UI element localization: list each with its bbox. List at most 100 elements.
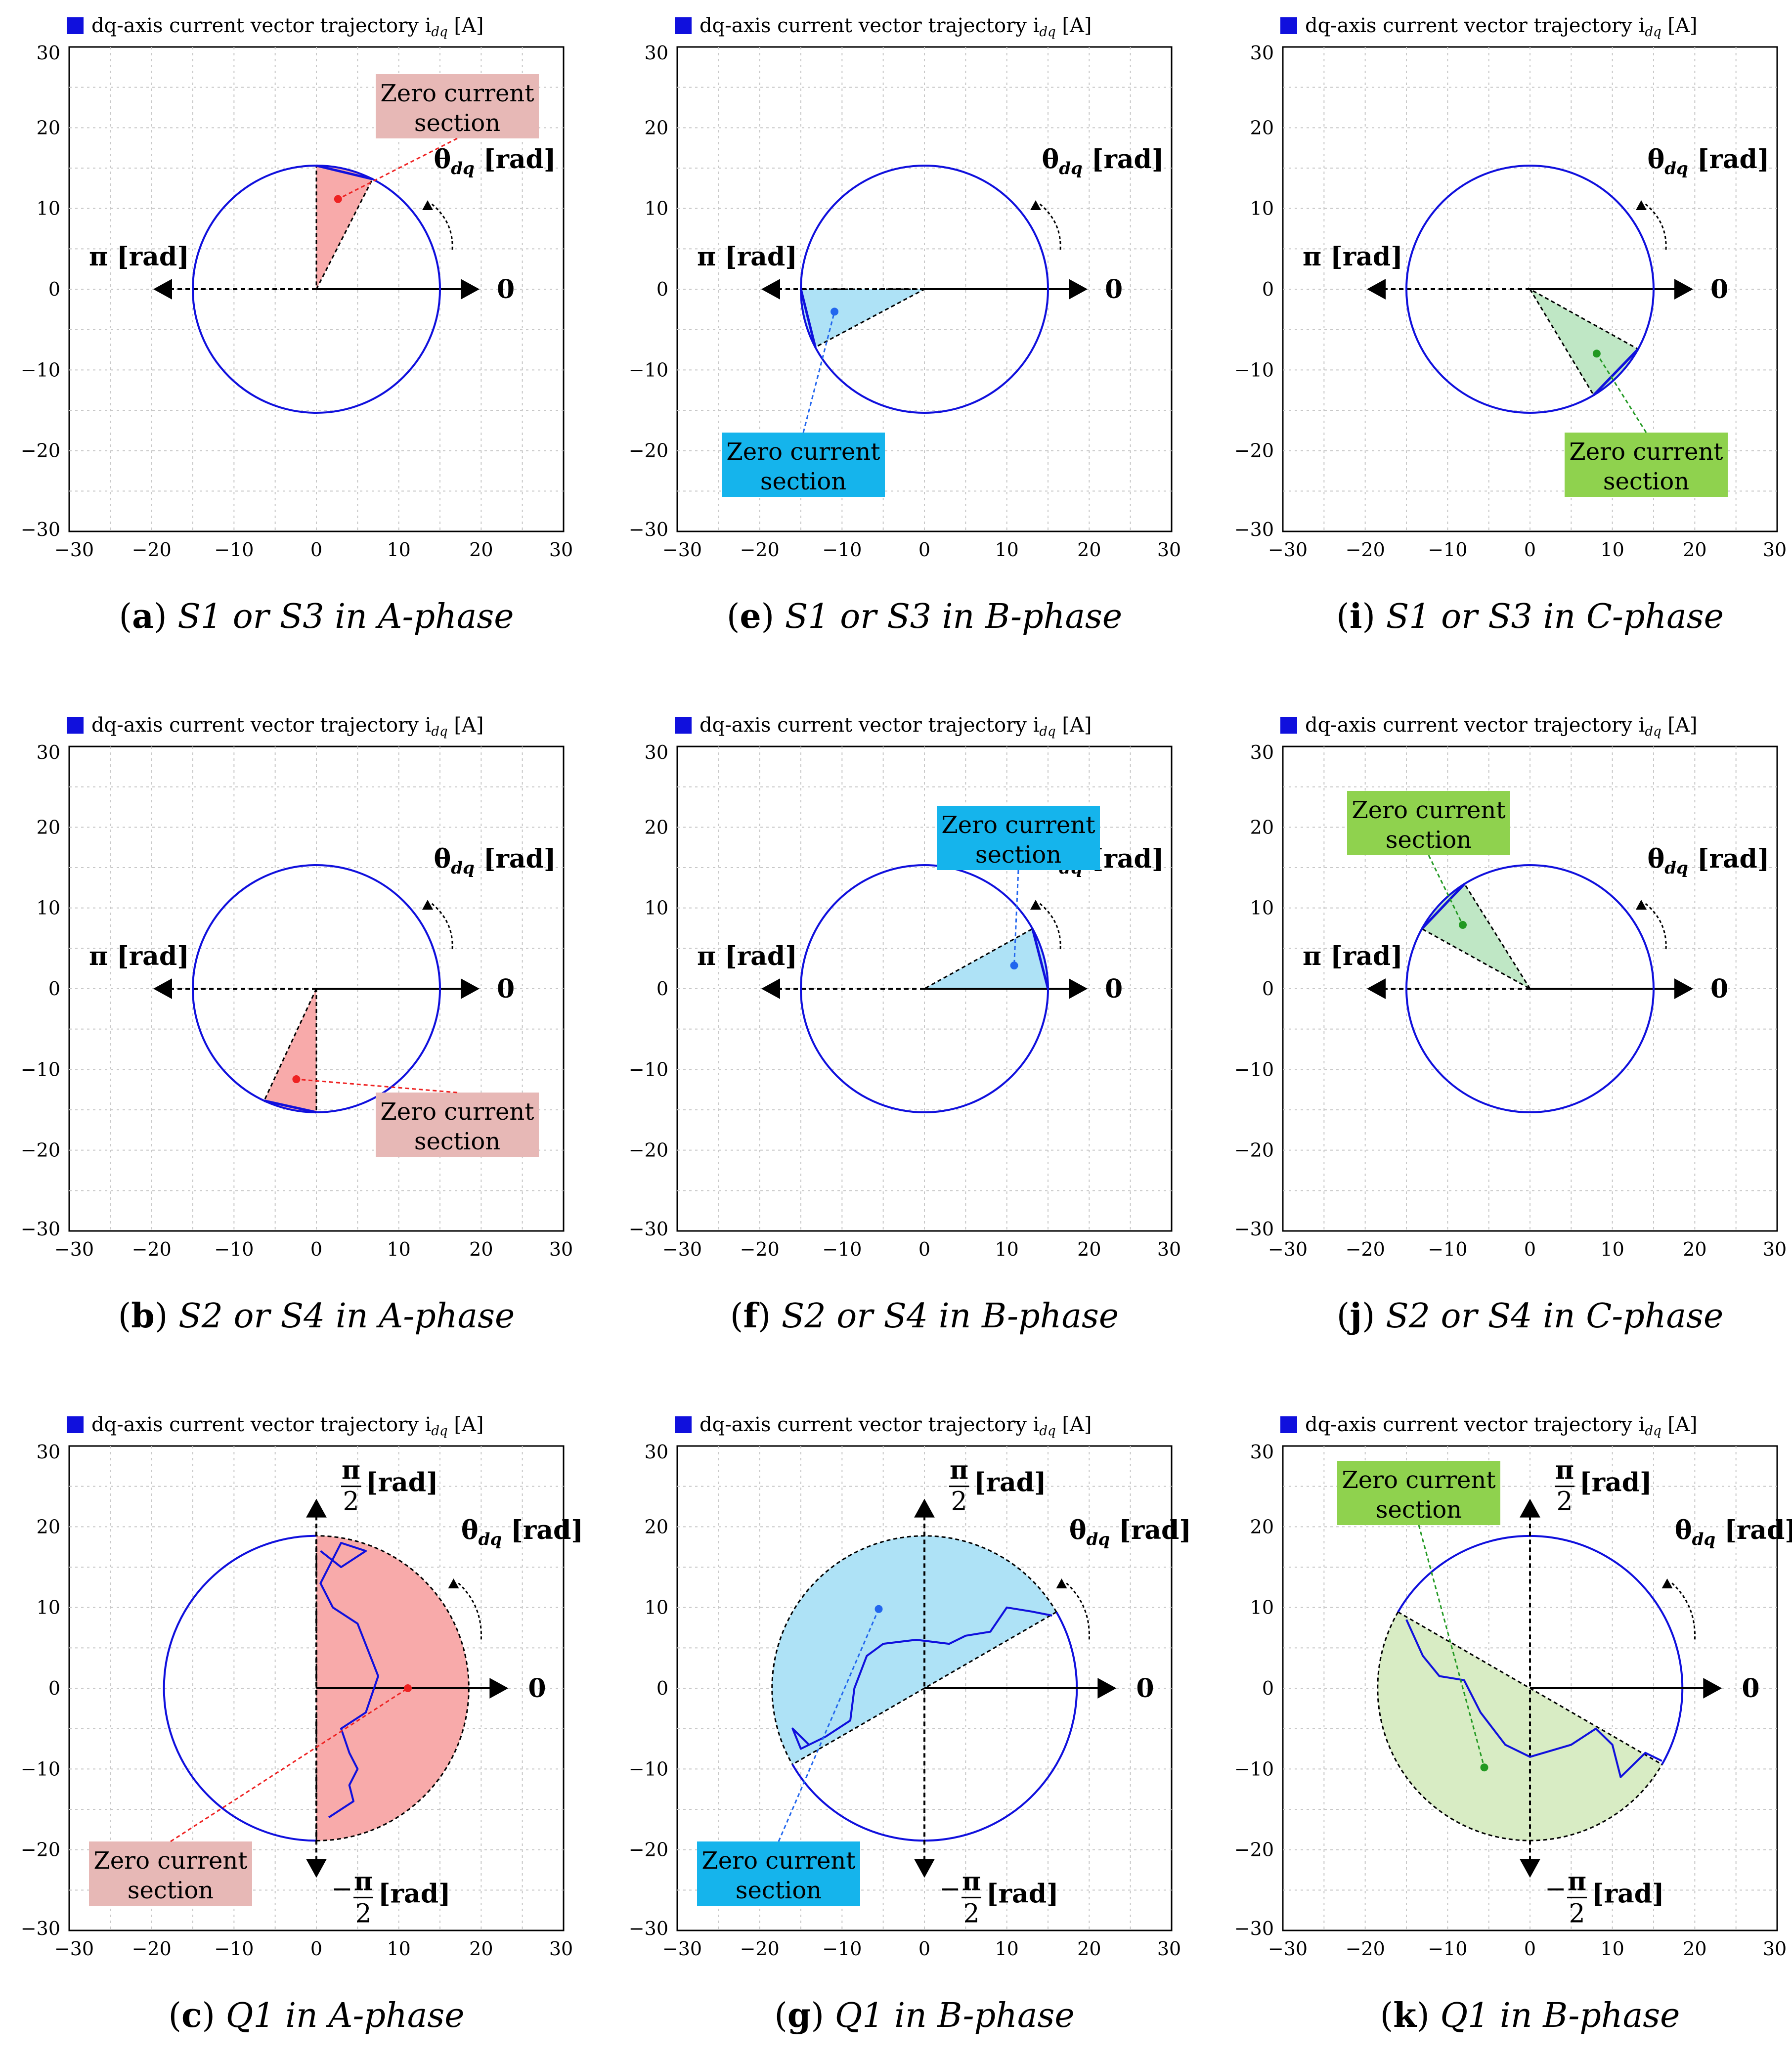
y-tick-label: −30 — [1234, 1218, 1274, 1240]
caption-text: S1 or S3 in C-phase — [1386, 597, 1724, 636]
arrow-head-positive — [1674, 978, 1693, 999]
callout-pointer — [1013, 870, 1019, 966]
arrow-head-negative — [761, 279, 780, 300]
theta-label-unit: [rad] — [475, 844, 556, 874]
theta-label-sub: dq — [451, 159, 475, 178]
callout-box — [1337, 1461, 1500, 1525]
chart-i: dq-axis current vector trajectory idq [A… — [1234, 14, 1787, 636]
legend-square — [675, 17, 692, 34]
angle-down-num: π — [1568, 1866, 1586, 1896]
angle-zero-label: 0 — [1710, 974, 1728, 1004]
theta-label: θdq [rad] — [434, 144, 556, 178]
caption-open: ( — [169, 1996, 182, 2035]
sector-boundary-arc — [771, 1535, 1057, 1765]
angle-pi-label: π [rad] — [1303, 941, 1403, 971]
x-tick-label: 30 — [1157, 539, 1181, 561]
y-tick-label: −20 — [629, 1139, 668, 1161]
y-tick-label: 0 — [656, 278, 668, 300]
y-tick-label: 20 — [645, 117, 668, 138]
arrow-head-negative — [153, 279, 172, 300]
x-tick-label: 0 — [310, 1238, 322, 1260]
x-tick-label: 30 — [549, 539, 573, 561]
caption: (a) S1 or S3 in A-phase — [119, 597, 514, 636]
theta-label-unit: [rad] — [502, 1515, 583, 1545]
callout-box — [376, 1093, 539, 1157]
trajectory-chord — [799, 289, 817, 348]
x-tick-label: −20 — [1346, 1238, 1385, 1260]
caption-letter: e — [740, 597, 761, 636]
arrow-head-positive — [489, 1678, 509, 1699]
y-tick-label: 30 — [1250, 42, 1274, 64]
theta-label-unit: [rad] — [475, 144, 556, 175]
angle-down-unit: [rad] — [986, 1879, 1059, 1909]
caption: (j) S2 or S4 in C-phase — [1337, 1296, 1723, 1336]
x-tick-label: −20 — [132, 1238, 172, 1260]
angle-down-num: π — [354, 1866, 373, 1896]
callout-box — [89, 1841, 252, 1906]
callout-pointer-head — [1480, 1763, 1488, 1772]
y-tick-label: −30 — [21, 519, 60, 540]
angle-up-num: π — [1555, 1455, 1574, 1486]
caption: (f) S2 or S4 in B-phase — [730, 1296, 1119, 1336]
caption-open: ( — [1337, 1297, 1350, 1336]
y-tick-label: −10 — [629, 1058, 668, 1080]
y-tick-label: 20 — [645, 816, 668, 838]
angle-up-num: π — [342, 1455, 360, 1486]
trajectory-inner — [791, 1606, 1052, 1750]
arrow-head-up — [914, 1498, 935, 1518]
x-tick-label: −10 — [822, 539, 862, 561]
angle-up-unit: [rad] — [1579, 1468, 1652, 1498]
chart-title-sub: dq — [431, 25, 447, 40]
y-tick-label: −20 — [1234, 1139, 1274, 1161]
chart-title: dq-axis current vector trajectory idq [A… — [91, 1413, 483, 1439]
caption-letter: j — [1347, 1296, 1362, 1336]
chart-title-unit: [A] — [1661, 714, 1698, 737]
y-tick-label: 30 — [37, 742, 60, 763]
x-tick-label: −20 — [740, 1938, 780, 1960]
caption-close: ) — [1416, 1996, 1440, 2035]
angle-down-den: 2 — [963, 1899, 979, 1928]
y-tick-label: 0 — [1262, 278, 1274, 300]
legend-square — [1280, 717, 1297, 734]
x-tick-label: −10 — [1428, 1938, 1467, 1960]
chart-title: dq-axis current vector trajectory idq [A… — [91, 714, 483, 739]
caption-letter: a — [132, 597, 154, 636]
callout-line1: Zero current — [1342, 1466, 1495, 1494]
y-tick-label: 10 — [645, 897, 668, 919]
chart-title-sub: dq — [1645, 1424, 1661, 1439]
chart-c: dq-axis current vector trajectory idq [A… — [21, 1413, 583, 2035]
callout-pointer — [778, 1609, 879, 1842]
x-tick-label: 20 — [469, 1938, 493, 1960]
y-tick-label: 0 — [656, 1677, 668, 1699]
caption-open: ( — [1380, 1996, 1394, 2035]
y-tick-label: −30 — [21, 1218, 60, 1240]
theta-arrow — [1064, 1581, 1090, 1640]
caption-text: S2 or S4 in A-phase — [178, 1297, 515, 1336]
x-tick-label: 20 — [1077, 1938, 1101, 1960]
y-tick-label: 30 — [37, 42, 60, 64]
arrow-head-positive — [1069, 978, 1088, 999]
y-tick-label: 0 — [656, 978, 668, 1000]
trajectory-chord — [1031, 928, 1049, 989]
y-tick-label: −10 — [1234, 359, 1274, 381]
angle-up-unit: [rad] — [974, 1468, 1047, 1498]
x-tick-label: −20 — [740, 1238, 780, 1260]
theta-arrow-head — [1636, 900, 1647, 910]
x-tick-label: −10 — [822, 1938, 862, 1960]
x-tick-label: −30 — [54, 539, 94, 561]
theta-arrow — [456, 1581, 482, 1640]
y-tick-label: 20 — [37, 1516, 60, 1537]
chart-title-unit: [A] — [448, 1413, 484, 1436]
caption-close: ) — [1362, 1297, 1386, 1336]
chart-f: dq-axis current vector trajectory idq [A… — [629, 714, 1181, 1336]
arrow-head-up — [306, 1498, 327, 1518]
x-tick-label: 0 — [918, 539, 930, 561]
angle-pi-label: π [rad] — [89, 242, 189, 272]
caption-open: ( — [730, 1297, 743, 1336]
x-tick-label: −10 — [1428, 539, 1467, 561]
chart-title: dq-axis current vector trajectory idq [A… — [1305, 14, 1697, 40]
y-tick-label: −30 — [629, 519, 668, 540]
y-tick-label: 20 — [645, 1516, 668, 1537]
theta-arrow-head — [1056, 1578, 1067, 1588]
x-tick-label: −10 — [214, 1238, 254, 1260]
